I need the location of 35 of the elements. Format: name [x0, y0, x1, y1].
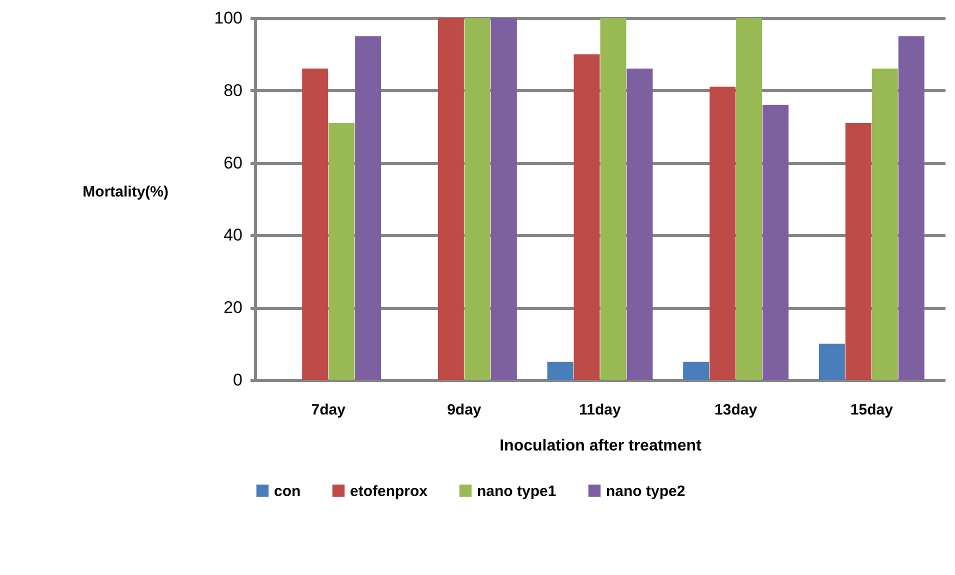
bar	[762, 104, 789, 380]
bar	[328, 122, 355, 380]
bar	[736, 18, 762, 380]
y-tick-label: 20	[224, 298, 242, 318]
y-tick-label: 80	[224, 80, 242, 100]
bar	[626, 68, 653, 380]
y-axis-title: Mortality(%)	[82, 184, 168, 200]
y-tick-label: 0	[233, 370, 242, 390]
bar	[683, 362, 710, 380]
bar	[710, 86, 736, 380]
bar	[818, 344, 845, 380]
bar	[845, 122, 872, 380]
y-tick-label: 100	[214, 8, 242, 28]
bar	[464, 18, 490, 380]
y-tick-label: 40	[224, 226, 242, 245]
bar	[355, 36, 382, 380]
bar	[600, 18, 626, 380]
bar	[898, 36, 924, 380]
legend-label: nano type2	[606, 482, 686, 500]
bar	[438, 18, 464, 380]
y-tick-label: 60	[224, 153, 242, 172]
bar	[574, 54, 600, 380]
bar	[872, 68, 898, 380]
x-axis-title: Inoculation after treatment	[500, 438, 702, 454]
x-tick-label: 9day	[447, 402, 482, 418]
x-tick-label: 7day	[311, 402, 346, 418]
bar	[302, 68, 328, 380]
legend-label: nano type1	[477, 482, 556, 500]
legend-label: etofenprox	[350, 482, 428, 500]
bar	[490, 18, 517, 380]
x-tick-label: 11day	[579, 402, 622, 418]
bar	[547, 362, 574, 380]
x-tick-label: 15day	[850, 402, 894, 418]
x-tick-label: 13day	[714, 402, 758, 418]
legend-label: con	[274, 482, 301, 500]
